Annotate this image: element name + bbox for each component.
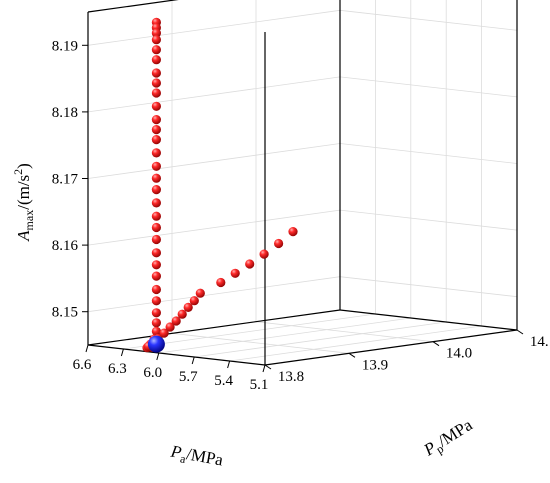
data-point bbox=[151, 308, 161, 318]
optimal-point bbox=[147, 335, 165, 353]
data-point bbox=[151, 271, 161, 281]
data-point bbox=[165, 322, 175, 332]
x-tick-label: 5.4 bbox=[214, 373, 233, 389]
tick-layer: 8.15 8.16 8.17 8.18 8.19 5.1 5.4 5.7 6.0 6.3 6.6 13… bbox=[52, 38, 550, 393]
y-tick-label: 14.1 bbox=[530, 334, 550, 350]
data-point bbox=[151, 55, 161, 65]
y-tick-mark bbox=[264, 364, 272, 370]
grid-line-floor-y bbox=[171, 332, 350, 354]
y-tick-mark bbox=[516, 329, 524, 335]
y-tick-label: 13.8 bbox=[278, 369, 304, 385]
y-tick-label: 14.0 bbox=[446, 346, 472, 362]
data-point bbox=[151, 78, 161, 88]
grid-layer bbox=[87, 0, 518, 366]
frame-edge bbox=[264, 329, 518, 366]
x-tick-mark bbox=[191, 356, 195, 365]
x-axis-title: Pa/MPa bbox=[168, 441, 225, 472]
z-axis-title: Amax/(m/s2) bbox=[11, 163, 36, 242]
data-point bbox=[151, 101, 161, 111]
grid-line-back-z bbox=[87, 276, 341, 313]
data-point bbox=[151, 35, 161, 45]
data-point bbox=[183, 302, 193, 312]
grid-line-right-z bbox=[339, 209, 518, 231]
data-point bbox=[274, 238, 284, 249]
grid-line-floor-x bbox=[229, 325, 482, 362]
y-tick-mark bbox=[348, 352, 356, 358]
data-point bbox=[151, 211, 161, 221]
data-point bbox=[259, 249, 269, 259]
data-point bbox=[195, 288, 205, 298]
x-tick-label: 6.3 bbox=[108, 361, 127, 377]
grid-line-floor-x bbox=[123, 313, 376, 350]
data-point bbox=[151, 234, 161, 245]
grid-line-floor-y bbox=[255, 321, 434, 343]
grid-line-right-z bbox=[339, 276, 518, 298]
data-point bbox=[151, 198, 161, 208]
points-layer bbox=[142, 17, 298, 353]
x-tick-label: 5.7 bbox=[179, 369, 198, 385]
grid-line-right-z bbox=[339, 9, 518, 31]
data-point bbox=[151, 222, 161, 233]
x-tick-mark bbox=[262, 364, 266, 373]
frame-layer bbox=[87, 0, 518, 366]
z-tick-label: 8.19 bbox=[52, 38, 78, 54]
z-tick-label: 8.16 bbox=[52, 238, 79, 254]
z-tick-label: 8.18 bbox=[52, 105, 78, 121]
x-tick-mark bbox=[156, 352, 160, 361]
x-tick-label: 5.1 bbox=[250, 377, 269, 393]
frame-edge bbox=[87, 344, 266, 366]
y-tick-label: 13.9 bbox=[362, 357, 388, 373]
frame-edge bbox=[87, 309, 341, 346]
frame-edge bbox=[87, 0, 179, 13]
data-point bbox=[151, 318, 161, 328]
data-point bbox=[151, 115, 161, 125]
z-tick-label: 8.17 bbox=[52, 172, 79, 188]
data-point bbox=[151, 326, 161, 336]
data-point bbox=[151, 173, 161, 183]
data-point bbox=[151, 248, 161, 258]
grid-line-floor-x bbox=[194, 321, 447, 358]
y-axis-title: Pp/MPa bbox=[420, 415, 478, 463]
x-tick-mark bbox=[120, 348, 124, 357]
data-point bbox=[159, 328, 169, 338]
data-point bbox=[151, 148, 161, 158]
x-tick-mark bbox=[227, 360, 231, 369]
grid-line-floor-x bbox=[158, 317, 411, 354]
data-point bbox=[245, 259, 255, 269]
x-tick-label: 6.6 bbox=[73, 357, 92, 373]
y-tick-mark bbox=[432, 341, 440, 347]
data-point bbox=[151, 260, 161, 270]
grid-line-back-z bbox=[87, 143, 341, 179]
data-point bbox=[151, 68, 161, 78]
data-point bbox=[151, 296, 161, 306]
grid-line-right-z bbox=[339, 143, 518, 164]
data-point bbox=[171, 316, 181, 326]
grid-line-back-z bbox=[87, 76, 341, 113]
data-point bbox=[151, 135, 161, 145]
data-point bbox=[216, 277, 226, 288]
data-point bbox=[189, 296, 199, 306]
data-point bbox=[288, 227, 298, 237]
x-tick-label: 6.0 bbox=[143, 365, 162, 381]
data-point bbox=[151, 284, 161, 295]
frame-edge bbox=[339, 309, 518, 331]
data-point bbox=[151, 28, 161, 38]
grid-line-back-z bbox=[87, 209, 341, 246]
x-tick-mark bbox=[85, 344, 89, 353]
z-tick-label: 8.15 bbox=[52, 305, 78, 321]
grid-line-right-z bbox=[339, 76, 518, 98]
data-point bbox=[151, 45, 161, 55]
data-point bbox=[230, 268, 240, 278]
data-point bbox=[177, 309, 187, 319]
data-point bbox=[151, 185, 161, 195]
grid-line-back-z bbox=[87, 9, 341, 46]
data-point bbox=[151, 88, 161, 98]
data-point bbox=[151, 161, 161, 171]
data-point bbox=[151, 125, 161, 135]
